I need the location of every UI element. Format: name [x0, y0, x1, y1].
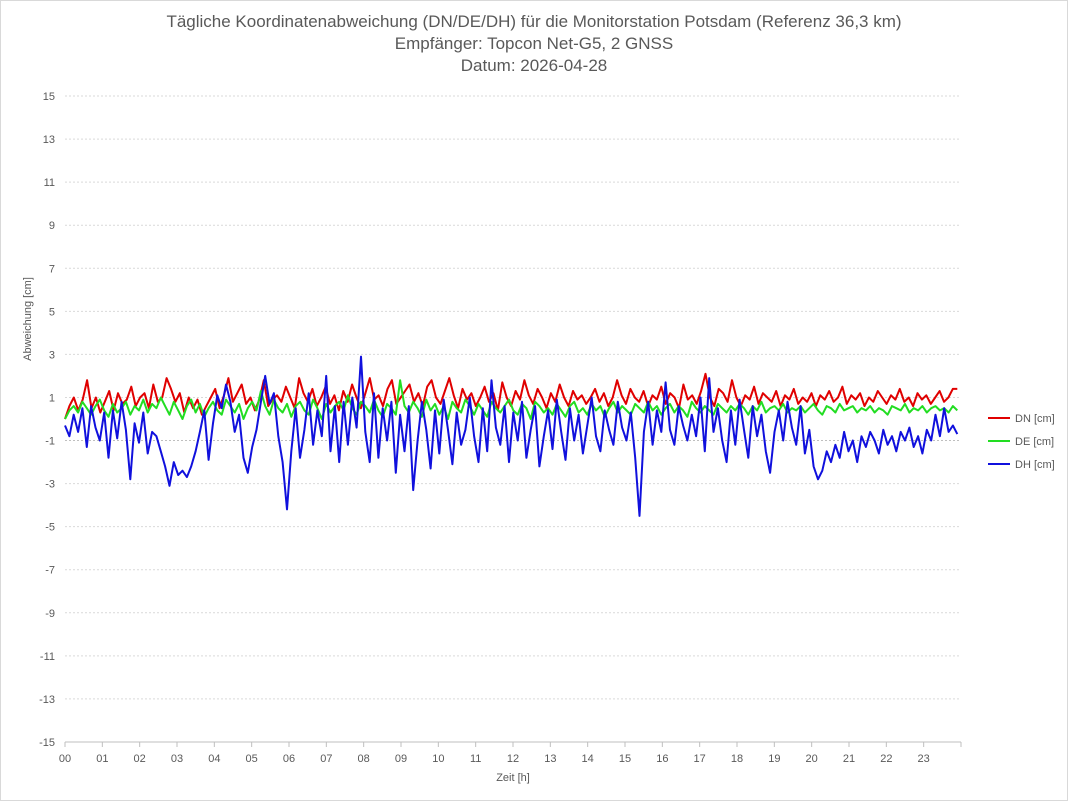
- x-tick-label: 20: [806, 753, 818, 765]
- legend-label-dn: DN [cm]: [1015, 413, 1055, 425]
- y-axis-ticks: 15 13 11 9 7 5 3 1 -1 -3 -5 -7 -9 -11 -13 -15: [39, 91, 55, 749]
- legend-label-dh: DH [cm]: [1015, 459, 1055, 471]
- x-tick-label: 22: [880, 753, 892, 765]
- x-tick-label: 02: [134, 753, 146, 765]
- x-tick-label: 00: [59, 753, 71, 765]
- y-tick-label: 15: [43, 91, 55, 103]
- x-tick-label: 09: [395, 753, 407, 765]
- series-line-de: [64, 379, 958, 420]
- y-tick-label: 3: [49, 349, 55, 361]
- y-tick-label: -9: [45, 608, 55, 620]
- x-tick-label: 18: [731, 753, 743, 765]
- x-tick-label: 13: [544, 753, 556, 765]
- y-tick-label: -7: [45, 565, 55, 577]
- x-tick-label: 21: [843, 753, 855, 765]
- legend-label-de: DE [cm]: [1015, 436, 1054, 448]
- x-tick-label: 12: [507, 753, 519, 765]
- x-tick-label: 11: [470, 753, 481, 765]
- x-tick-label: 01: [96, 753, 108, 765]
- x-tick-label: 17: [694, 753, 706, 765]
- chart-title: Tägliche Koordinatenabweichung (DN/DE/DH…: [166, 12, 902, 31]
- x-tick-label: 05: [246, 753, 258, 765]
- x-tick-label: 10: [432, 753, 444, 765]
- y-tick-label: -13: [39, 694, 55, 706]
- x-tick-label: 23: [918, 753, 930, 765]
- y-tick-label: 9: [49, 220, 55, 232]
- chart-date: Datum: 2026-04-28: [460, 56, 608, 75]
- x-axis-ticks: 00 01 02 03 04 05 06 07 08 09 10 11 12 13 14 15 16 17 18 19…: [59, 742, 962, 765]
- x-axis-title: Zeit [h]: [496, 772, 530, 784]
- y-tick-label: 13: [43, 134, 55, 146]
- y-tick-label: -5: [45, 522, 55, 534]
- y-tick-label: -1: [45, 436, 55, 448]
- x-tick-label: 06: [283, 753, 295, 765]
- x-tick-label: 16: [656, 753, 668, 765]
- y-tick-label: 1: [49, 392, 55, 404]
- x-tick-label: 19: [768, 753, 780, 765]
- x-tick-label: 15: [619, 753, 631, 765]
- y-tick-label: 11: [44, 177, 55, 189]
- y-tick-label: -15: [39, 737, 55, 749]
- series-lines: [64, 355, 959, 517]
- y-tick-label: 7: [49, 263, 55, 275]
- x-tick-label: 14: [582, 753, 594, 765]
- y-tick-label: 5: [49, 306, 55, 318]
- y-tick-label: -11: [40, 651, 55, 663]
- chart-subtitle: Empfänger: Topcon Net-G5, 2 GNSS: [394, 34, 674, 53]
- y-tick-label: -3: [45, 479, 55, 491]
- x-tick-label: 07: [320, 753, 332, 765]
- series-line-dh: [64, 355, 959, 517]
- x-tick-label: 08: [358, 753, 370, 765]
- chart-title-block: Tägliche Koordinatenabweichung (DN/DE/DH…: [1, 11, 1067, 77]
- x-tick-label: 03: [171, 753, 183, 765]
- legend: DN [cm] DE [cm] DH [cm]: [988, 413, 1055, 471]
- y-axis-title: Abweichung [cm]: [22, 277, 34, 361]
- x-tick-label: 04: [208, 753, 220, 765]
